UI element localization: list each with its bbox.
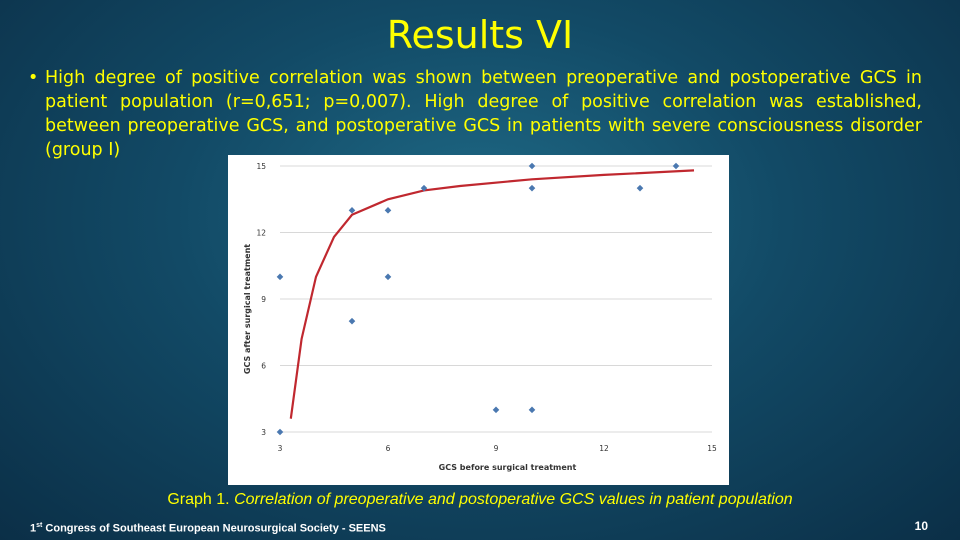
y-tick-label-0: 3 <box>261 428 266 437</box>
page-number: 10 <box>914 519 928 533</box>
x-tick-label-1: 6 <box>386 444 391 453</box>
data-point-5 <box>384 207 392 214</box>
caption-label: Graph 1. <box>167 491 230 508</box>
bullet-point: • High degree of positive correlation wa… <box>28 66 922 162</box>
trend-curve <box>289 169 695 419</box>
x-axis-label: GCS before surgical treatment <box>439 463 577 472</box>
data-point-2 <box>348 317 356 325</box>
y-tick-label-1: 6 <box>261 362 266 371</box>
data-point-4 <box>384 273 392 281</box>
footer-ordinal: 1 <box>30 522 37 535</box>
bullet-text: High degree of positive correlation was … <box>45 68 922 160</box>
slide-title: Results VI <box>386 13 574 57</box>
grid-lines <box>280 165 712 433</box>
data-point-10 <box>528 162 536 170</box>
footer-ordinal-suffix: st <box>36 522 43 529</box>
bullet-icon: • <box>28 68 39 88</box>
data-point-1 <box>276 273 284 281</box>
data-point-0 <box>276 428 284 436</box>
footer-conference: 1st Congress of Southeast European Neuro… <box>30 519 386 536</box>
caption-text: Correlation of preoperative and postoper… <box>234 491 793 508</box>
y-tick-label-2: 9 <box>261 295 266 304</box>
figure-caption: Graph 1. Correlation of preoperative and… <box>0 490 960 510</box>
x-tick-label-3: 12 <box>599 444 609 453</box>
data-point-7 <box>492 406 500 414</box>
y-tick-labels: 3 6 9 12 15 <box>256 162 266 437</box>
y-axis-label: GCS after surgical treatment <box>243 244 252 374</box>
data-point-9 <box>528 184 536 192</box>
x-tick-label-0: 3 <box>278 444 283 453</box>
x-tick-labels: 3 6 9 12 15 <box>278 444 717 453</box>
x-tick-label-4: 15 <box>707 444 717 453</box>
y-tick-label-4: 15 <box>256 162 266 171</box>
footer-text: Congress of Southeast European Neurosurg… <box>45 522 386 535</box>
x-tick-label-2: 9 <box>494 444 499 453</box>
scatter-chart: 3 6 9 12 15 3 6 9 12 15 GCS after surgical treat… <box>243 162 717 472</box>
data-point-12 <box>672 162 680 170</box>
chart-container: 3 6 9 12 15 3 6 9 12 15 GCS after surgical treat… <box>228 155 729 485</box>
data-point-11 <box>636 184 644 192</box>
data-point-8 <box>528 406 536 414</box>
y-tick-label-3: 12 <box>256 229 266 238</box>
